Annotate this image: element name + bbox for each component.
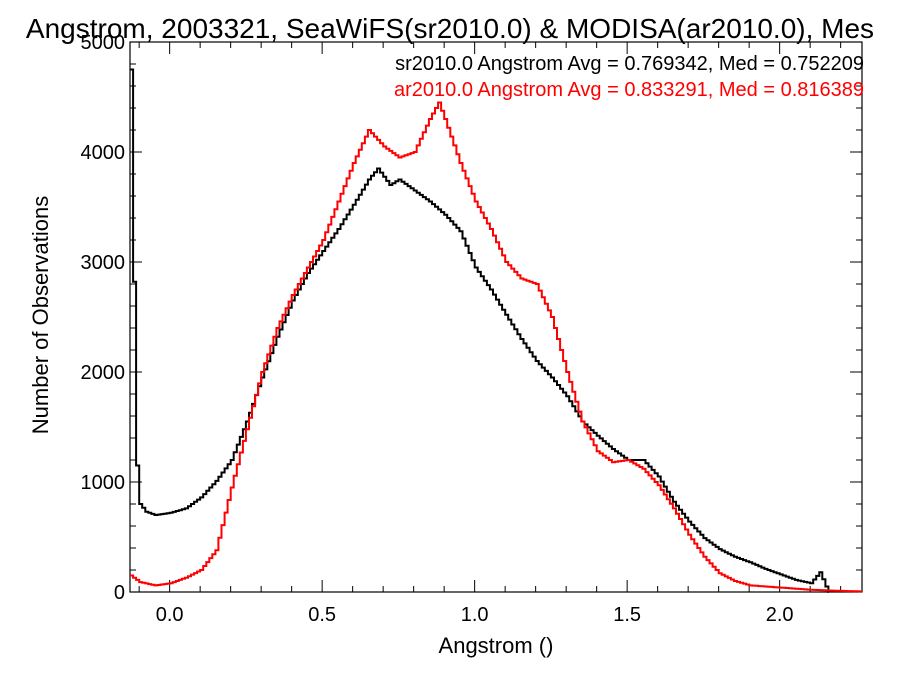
series-line-ar2010.0 [130,101,862,593]
legend-ar-annotation: ar2010.0 Angstrom Avg = 0.833291, Med = … [394,79,864,101]
x-axis: 0.0 0.5 1.0 1.5 2.0 [138,42,842,626]
series-layer [130,68,862,593]
y-tick-label: 3000 [81,252,126,274]
x-axis-label: Angstrom () [439,633,554,658]
y-tick-label: 0 [114,582,125,604]
chart-title: Angstrom, 2003321, SeaWiFS(sr2010.0) & M… [26,13,874,44]
legend-sr-annotation: sr2010.0 Angstrom Avg = 0.769342, Med = … [395,53,864,75]
y-tick-label: 4000 [81,142,126,164]
x-tick-label: 2.0 [766,604,794,626]
x-tick-label: 1.0 [461,604,489,626]
y-axis: 0 1000 2000 3000 4000 5000 [81,32,862,604]
plot-frame [129,41,863,593]
x-tick-label: 1.5 [613,604,641,626]
x-tick-label: 0.0 [156,604,184,626]
plot-border [129,41,863,593]
y-tick-label: 5000 [81,32,126,54]
y-axis-label: Number of Observations [28,196,53,434]
y-tick-label: 2000 [81,362,126,384]
series-line-sr2010.0 [130,68,830,593]
x-tick-label: 0.5 [308,604,336,626]
y-tick-label: 1000 [81,472,126,494]
